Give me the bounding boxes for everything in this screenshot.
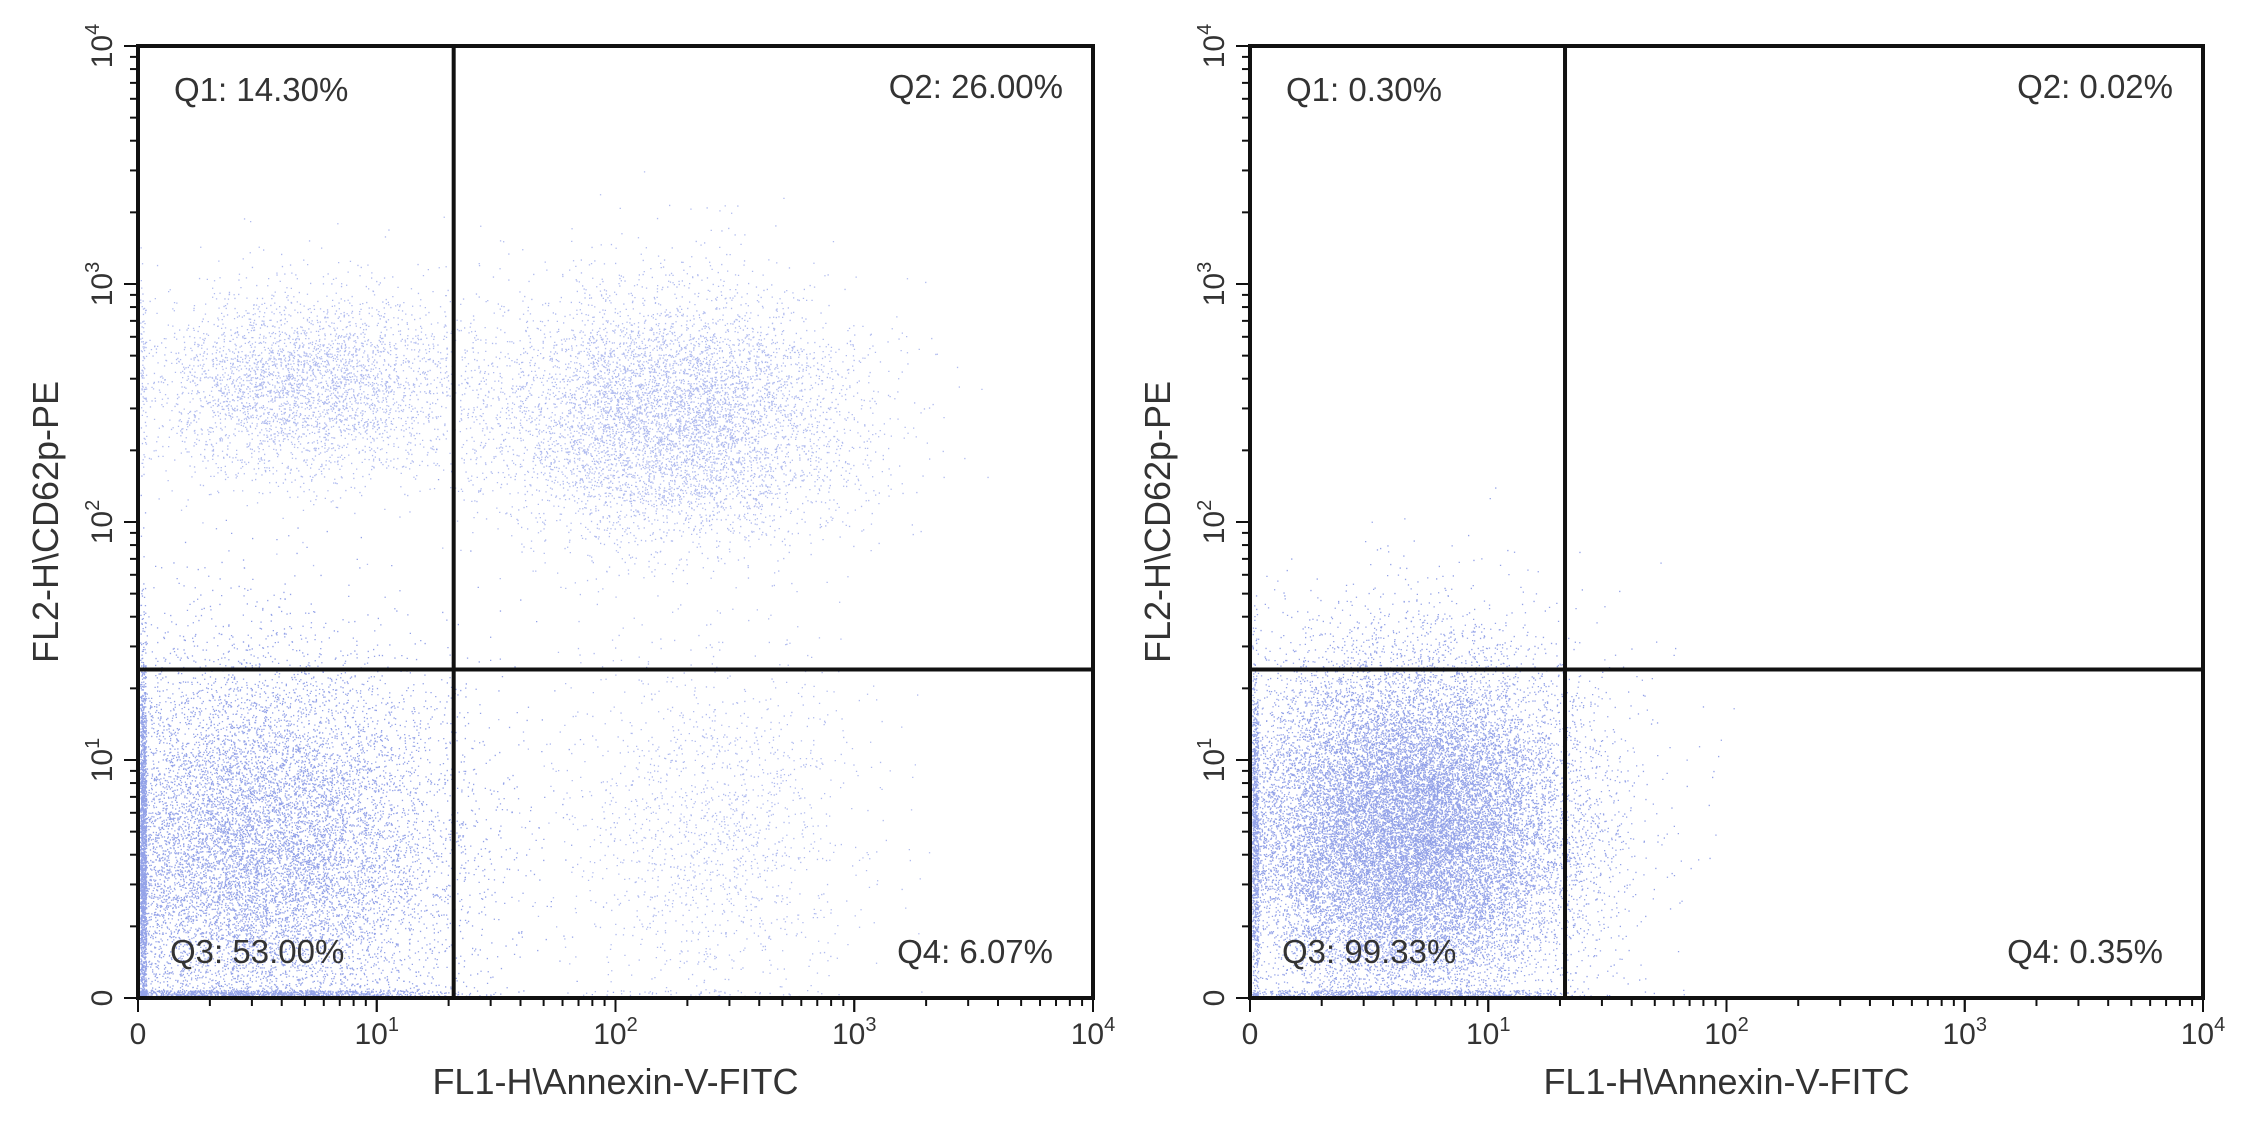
quadrant-label-q3: Q3: 99.33% xyxy=(1282,933,1456,970)
x-tick-label: 104 xyxy=(2181,1014,2226,1051)
x-tick-label: 101 xyxy=(1466,1014,1511,1051)
y-tick-label: 102 xyxy=(1194,500,1231,545)
x-axis-title: FL1-H\Annexin-V-FITC xyxy=(432,1061,798,1102)
x-axis-title: FL1-H\Annexin-V-FITC xyxy=(1543,1061,1909,1102)
y-tick-label: 0 xyxy=(86,990,119,1007)
population-3 xyxy=(286,171,989,658)
x-tick-label: 103 xyxy=(1943,1014,1988,1051)
population-4 xyxy=(473,512,931,998)
flow-plot-left: 0 101 102 103 104 0 101 102 103 104 FL1-H\Annexin-… xyxy=(25,24,1115,1102)
quadrant-label-q1: Q1: 0.30% xyxy=(1286,71,1442,108)
y-tick-label: 104 xyxy=(1194,24,1231,69)
population-2 xyxy=(140,216,596,567)
x-tick-label: 101 xyxy=(355,1014,400,1051)
x-tick-label: 102 xyxy=(593,1014,638,1051)
y-axis-title: FL2-H\CD62p-PE xyxy=(25,381,66,663)
quadrant-label-q4: Q4: 0.35% xyxy=(2007,933,2163,970)
flow-plot-right: 0 101 102 103 104 0 101 102 103 104 FL1-H\Annexin-… xyxy=(1137,24,2225,1102)
y-tick-label: 103 xyxy=(82,262,119,307)
quadrant-label-q3: Q3: 53.00% xyxy=(170,933,344,970)
quadrant-label-q1: Q1: 14.30% xyxy=(174,71,348,108)
x-tick-label: 104 xyxy=(1071,1014,1116,1051)
quadrant-label-q2: Q2: 26.00% xyxy=(889,68,1063,105)
plot-frame xyxy=(136,44,1095,1000)
scatter-points xyxy=(1252,487,1735,998)
quadrant-label-q4: Q4: 6.07% xyxy=(897,933,1053,970)
y-tick-label: 104 xyxy=(82,24,119,69)
x-tick-label: 0 xyxy=(130,1018,147,1051)
y-tick-label: 0 xyxy=(1198,990,1231,1007)
x-tick-label: 102 xyxy=(1704,1014,1749,1051)
y-tick-label: 102 xyxy=(82,500,119,545)
y-tick-label: 101 xyxy=(82,738,119,783)
x-tick-label: 0 xyxy=(1242,1018,1259,1051)
y-tick-label: 103 xyxy=(1194,262,1231,307)
population-1 xyxy=(1252,487,1735,998)
y-axis-title: FL2-H\CD62p-PE xyxy=(1137,381,1178,663)
y-tick-label: 101 xyxy=(1194,738,1231,783)
scatter-points xyxy=(140,171,989,998)
population-1 xyxy=(140,479,648,998)
x-tick-label: 103 xyxy=(832,1014,877,1051)
quadrant-label-q2: Q2: 0.02% xyxy=(2017,68,2173,105)
